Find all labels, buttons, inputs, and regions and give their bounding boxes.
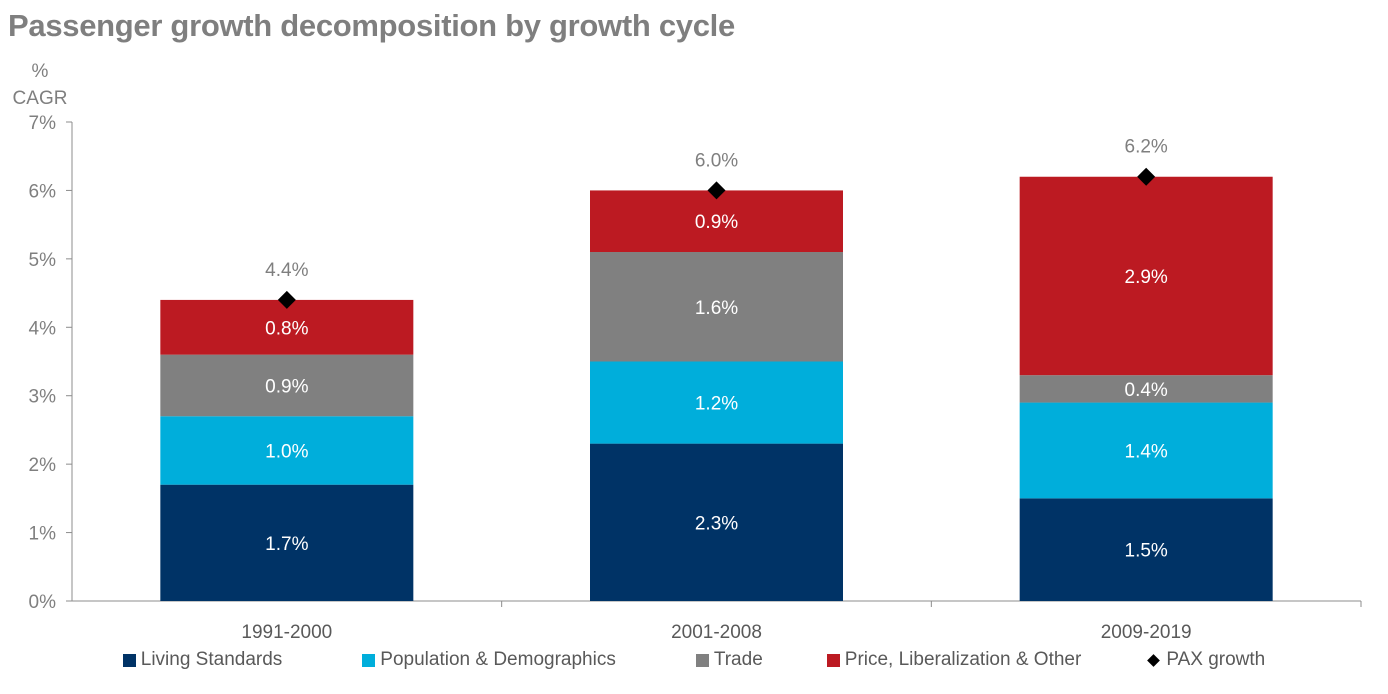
legend-swatch (362, 653, 376, 667)
pax-growth-label: 6.2% (1125, 137, 1168, 158)
y-axis-unit-line-1: % (31, 61, 49, 82)
segment-data-label: 1.4% (1125, 441, 1168, 462)
segment-data-label: 2.9% (1125, 267, 1168, 288)
bar-segment-population-demographics (590, 361, 843, 444)
bar-segment-trade (590, 252, 843, 362)
bar-segment-population-demographics (1019, 402, 1273, 499)
y-tick-label: 1% (29, 524, 57, 545)
segment-data-label: 2.3% (695, 513, 738, 534)
bar-segment-population-demographics (160, 416, 414, 485)
legend: Living Standards Population & Demographic… (0, 647, 1388, 673)
bar-segment-price-liberalization-other (590, 190, 843, 253)
legend-label: Population & Demographics (380, 649, 616, 670)
legend-item: PAX growth (1147, 647, 1265, 673)
segment-data-label: 1.5% (1125, 541, 1168, 562)
y-tick-label: 7% (29, 113, 57, 134)
segment-data-label: 1.0% (265, 441, 308, 462)
x-category-label: 2001-2008 (671, 622, 762, 643)
legend-item: Trade (695, 647, 763, 673)
chart-title: Passenger growth decomposition by growth… (8, 8, 735, 43)
legend-swatch (695, 653, 709, 667)
y-axis-unit-label: % CAGR (8, 58, 72, 112)
y-tick-label: 4% (29, 318, 57, 339)
legend-item: Living Standards (122, 647, 283, 673)
y-tick-label: 0% (29, 592, 57, 613)
y-tick-label: 2% (29, 455, 57, 476)
segment-data-label: 1.7% (265, 534, 308, 555)
bar-segment-price-liberalization-other (160, 299, 414, 355)
legend-diamond-icon (1147, 653, 1161, 667)
bar-segment-trade (1019, 375, 1273, 403)
bar-segment-living-standards (590, 443, 843, 601)
pax-growth-marker (1137, 167, 1156, 186)
legend-item: Population & Demographics (362, 647, 616, 673)
pax-growth-label: 4.4% (265, 260, 308, 281)
legend-label: Trade (713, 649, 763, 670)
segment-data-label: 1.6% (695, 298, 738, 319)
segment-data-label: 1.2% (695, 394, 738, 415)
y-tick-label: 6% (29, 181, 57, 202)
bar-segment-trade (160, 354, 414, 417)
segment-data-label: 0.4% (1125, 380, 1168, 401)
pax-growth-marker (277, 290, 296, 309)
legend-label: Price, Liberalization & Other (844, 649, 1082, 670)
segment-data-label: 0.9% (695, 212, 738, 233)
x-category-label: 2009-2019 (1101, 622, 1192, 643)
legend-swatch (826, 653, 840, 667)
segment-data-label: 0.9% (265, 376, 308, 397)
pax-growth-label: 6.0% (695, 150, 738, 171)
y-axis-unit-line-2: CAGR (12, 88, 68, 109)
y-tick-label: 5% (29, 250, 57, 271)
y-tick-label: 3% (29, 387, 57, 408)
bar-segment-living-standards (1019, 498, 1273, 601)
bar-segment-price-liberalization-other (1019, 176, 1273, 376)
bars: 1.7% 1.0% 0.9% 0.8% 2.3% 1.2% 1.6% 0.9% 1.5% 1.4%… (160, 176, 1273, 601)
pax-growth-marker (707, 181, 726, 200)
bar-segment-living-standards (160, 484, 414, 601)
legend-swatch (122, 653, 136, 667)
legend-label: Living Standards (140, 649, 283, 670)
segment-data-label: 0.8% (265, 318, 308, 339)
x-category-label: 1991-2000 (241, 622, 332, 643)
legend-label: PAX growth (1166, 649, 1266, 670)
legend-item: Price, Liberalization & Other (826, 647, 1082, 673)
pax-markers: 4.4% 6.0% 6.2% (265, 137, 1168, 309)
